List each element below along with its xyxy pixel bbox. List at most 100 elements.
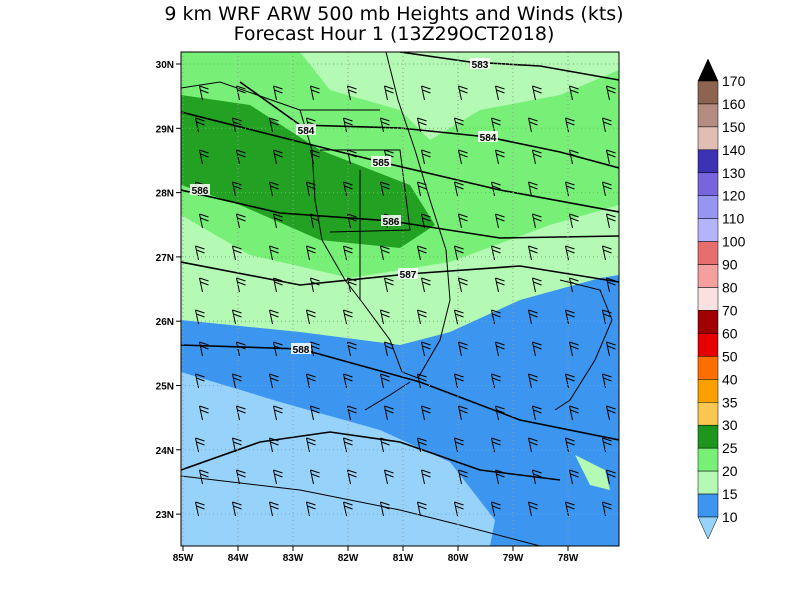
wind-barb — [421, 85, 431, 101]
colorbar-box — [697, 172, 719, 196]
wind-barb — [269, 309, 279, 325]
wind-barb — [532, 277, 542, 293]
lon-label: 84W — [228, 553, 249, 564]
wind-barb — [232, 245, 242, 261]
wind-barb — [528, 181, 538, 197]
lon-label: 83W — [283, 553, 304, 564]
lat-label: 30N — [156, 60, 174, 71]
wind-barb — [528, 245, 538, 261]
colorbar-box — [697, 80, 719, 105]
wind-barb — [199, 149, 209, 165]
colorbar-label: 20 — [722, 463, 738, 479]
colorbar-label: 40 — [722, 371, 738, 387]
wind-barb — [384, 85, 394, 101]
wind-barb — [380, 373, 390, 389]
title-line: Forecast Hour 1 (13Z29OCT2018) — [234, 23, 555, 45]
wind-barb — [380, 181, 390, 197]
colorbar-label: 35 — [722, 394, 738, 410]
wind-barb — [565, 437, 575, 453]
wind-barb — [565, 501, 575, 517]
wind-barb — [273, 85, 283, 101]
wind-barb — [495, 149, 505, 165]
wind-barb — [532, 85, 542, 101]
colorbar-label: 150 — [722, 119, 746, 135]
colorbar-label: 80 — [722, 280, 738, 296]
contour-label-bg — [478, 131, 498, 142]
lat-label: 24N — [156, 446, 174, 457]
lon-label: 78W — [558, 553, 579, 564]
wind-barb — [269, 373, 279, 389]
lat-label: 26N — [156, 317, 174, 328]
map-field: 583 584 584 585 586 586 587 588 — [181, 52, 619, 546]
contour-label-bg — [381, 215, 401, 226]
wind-barb — [199, 85, 209, 101]
contour-label: 583 — [472, 60, 489, 71]
wind-barb — [454, 117, 464, 133]
colorbar-label: 30 — [722, 417, 738, 433]
contour-label: 584 — [298, 126, 315, 137]
wind-barb — [602, 117, 612, 133]
lon-label: 80W — [448, 553, 469, 564]
wind-barb — [232, 309, 242, 325]
wind-barb — [532, 341, 542, 357]
wind-barb — [306, 245, 316, 261]
wind-barb — [565, 181, 575, 197]
colorbar-box — [697, 149, 719, 174]
wind-barb — [602, 181, 612, 197]
wind-barb — [495, 213, 505, 229]
wind-barb — [310, 405, 320, 421]
wind-barb — [343, 181, 353, 197]
wind-barb — [532, 213, 542, 229]
colorbar-label: 160 — [722, 96, 746, 112]
wind-barb — [384, 405, 394, 421]
wind-barb — [491, 437, 501, 453]
wind-barb — [569, 341, 579, 357]
wind-barb — [569, 277, 579, 293]
wind-barb — [417, 501, 427, 517]
wind-barb — [273, 405, 283, 421]
contour-label: 586 — [192, 186, 209, 197]
colorbar-box — [697, 356, 719, 380]
wind-barb — [565, 373, 575, 389]
lon-label: 79W — [503, 553, 524, 564]
wind-barb — [606, 405, 616, 421]
wind-barb — [569, 85, 579, 101]
wind-barb — [421, 405, 431, 421]
wind-barb — [606, 469, 616, 485]
wind-barb — [273, 149, 283, 165]
lat-label: 27N — [156, 253, 174, 264]
wind-barb — [269, 501, 279, 517]
colorbar-label: 130 — [722, 165, 746, 181]
colorbar-label: 60 — [722, 325, 738, 341]
colorbar-label: 90 — [722, 257, 738, 273]
colorbar-box — [697, 333, 719, 357]
wind-barb — [528, 117, 538, 133]
colorbar-box — [697, 264, 719, 288]
wind-barb — [380, 117, 390, 133]
colorbar-box — [697, 424, 719, 449]
graticule — [181, 52, 619, 546]
wind-barb — [528, 309, 538, 325]
wind-barb — [269, 181, 279, 197]
wind-barb — [195, 117, 205, 133]
wind-barb — [565, 117, 575, 133]
colorbar-box — [697, 218, 719, 242]
contour-label: 585 — [373, 158, 390, 169]
wind-barb — [380, 501, 390, 517]
contour-label: 586 — [383, 217, 400, 228]
wind-barb — [606, 85, 616, 101]
wind-barb — [491, 245, 501, 261]
wind-barb — [269, 117, 279, 133]
colorbar-arrow — [697, 516, 719, 540]
colorbar-label: 25 — [722, 440, 738, 456]
wind-barb — [417, 245, 427, 261]
wind-barb — [569, 213, 579, 229]
wind-barb — [528, 501, 538, 517]
colorbar-box — [697, 126, 719, 151]
title-line: 9 km WRF ARW 500 mb Heights and Winds (k… — [164, 3, 623, 25]
wind-barb — [454, 181, 464, 197]
wind-barb — [458, 213, 468, 229]
lat-label: 23N — [156, 510, 174, 521]
wind-barb — [565, 245, 575, 261]
